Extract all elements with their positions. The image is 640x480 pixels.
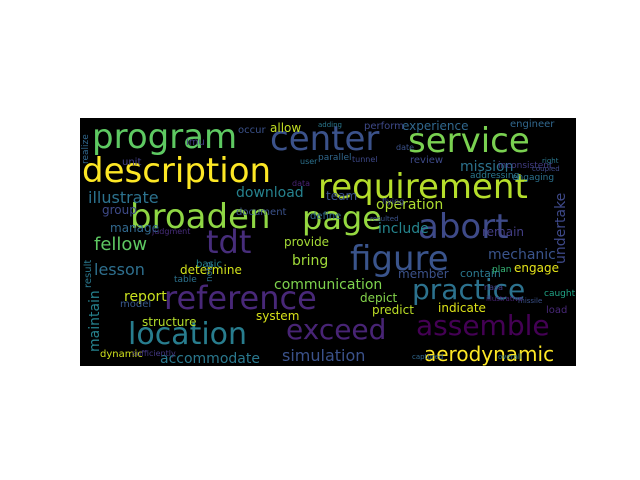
word-engage: engage bbox=[514, 261, 559, 275]
word-note: note bbox=[205, 261, 215, 282]
word-exceed: exceed bbox=[286, 313, 387, 346]
word-accommodate: accommodate bbox=[160, 351, 260, 366]
word-missile: missile bbox=[518, 297, 543, 305]
word-review: review bbox=[410, 155, 444, 166]
word-engineer: engineer bbox=[510, 119, 555, 130]
word-reference: reference bbox=[164, 279, 317, 317]
word-basic: basic bbox=[196, 259, 222, 270]
word-communication: communication bbox=[274, 277, 383, 293]
word-practice: practice bbox=[412, 273, 526, 306]
word-group: group bbox=[102, 203, 137, 217]
word-requirement: requirement bbox=[318, 167, 528, 207]
word-addressing: addressing bbox=[470, 171, 520, 181]
word-center: center bbox=[270, 119, 380, 159]
word-user: user bbox=[300, 157, 318, 166]
word-determine: determine bbox=[180, 263, 242, 277]
word-load: load bbox=[546, 305, 568, 316]
word-adding: adding bbox=[318, 121, 343, 129]
word-imu: imu bbox=[186, 137, 205, 148]
word-abort: abort bbox=[418, 207, 509, 247]
word-unit: unit bbox=[122, 157, 142, 168]
word-perform: perform bbox=[364, 121, 404, 132]
word-parallel: parallel bbox=[318, 153, 352, 163]
word-captured: captured bbox=[412, 353, 444, 361]
word-tunnel: tunnel bbox=[352, 155, 378, 164]
word-provide: provide bbox=[284, 235, 330, 249]
word-bring: bring bbox=[292, 253, 329, 269]
word-operation: operation bbox=[376, 197, 444, 213]
word-coupled: coupled bbox=[532, 165, 560, 173]
word-table: table bbox=[174, 275, 197, 285]
word-location: location bbox=[128, 317, 248, 352]
word-indicate: indicate bbox=[438, 301, 486, 315]
word-contain: contain bbox=[460, 267, 501, 280]
word-data: data bbox=[292, 179, 311, 188]
word-depict: depict bbox=[360, 291, 398, 305]
word-manage: manage bbox=[110, 221, 160, 235]
word-simulation: simulation bbox=[282, 346, 366, 365]
word-define: define bbox=[310, 211, 342, 222]
word-judgment: judgment bbox=[152, 227, 191, 236]
word-structure: structure bbox=[142, 315, 197, 329]
word-mission: mission bbox=[460, 159, 514, 175]
word-occur: occur bbox=[238, 125, 266, 136]
word-service: service bbox=[408, 121, 530, 161]
word-inconsistent: inconsistent bbox=[498, 161, 553, 171]
word-dynamic: dynamic bbox=[100, 349, 143, 360]
word-system: system bbox=[256, 309, 300, 323]
word-overall: overall bbox=[498, 353, 522, 361]
word-team: team bbox=[326, 189, 358, 203]
word-download: download bbox=[236, 185, 304, 201]
word-model: model bbox=[120, 299, 152, 310]
word-remain: remain bbox=[482, 225, 525, 239]
word-description: description bbox=[82, 151, 272, 191]
word-sufficiently: sufficiently bbox=[132, 349, 176, 358]
word-date: date bbox=[396, 143, 415, 152]
word-undertake: undertake bbox=[553, 192, 569, 264]
word-predict: predict bbox=[372, 303, 414, 317]
word-include: include bbox=[378, 221, 429, 237]
word-experience: experience bbox=[402, 119, 469, 133]
word-resulted: resulted bbox=[370, 215, 399, 223]
word-broaden: broaden bbox=[130, 197, 271, 237]
word-realize: realize bbox=[81, 134, 91, 164]
word-figure: figure bbox=[350, 239, 449, 279]
word-maintain: maintain bbox=[87, 290, 103, 352]
word-caught: caught bbox=[544, 289, 576, 299]
word-result: result bbox=[83, 259, 94, 288]
word-illustrative: illustrative bbox=[486, 295, 523, 303]
word-cloud: program center service description requireme… bbox=[80, 118, 576, 366]
word-page: page bbox=[302, 199, 382, 237]
word-illustrate: illustrate bbox=[88, 188, 159, 207]
word-plan: plan bbox=[492, 265, 512, 275]
word-lesson: lesson bbox=[94, 260, 145, 279]
word-engaging: engaging bbox=[512, 173, 555, 183]
word-mechanic: mechanic bbox=[488, 247, 556, 263]
word-nasa: nasa bbox=[484, 283, 504, 292]
word-assemble: assemble bbox=[416, 309, 550, 342]
word-tdt: tdt bbox=[206, 223, 252, 261]
word-allow: allow bbox=[270, 121, 302, 135]
word-document: document bbox=[236, 207, 287, 218]
word-right: right bbox=[542, 157, 559, 165]
word-flying: flying bbox=[382, 197, 405, 206]
word-report: report bbox=[124, 289, 167, 305]
word-member: member bbox=[398, 267, 449, 281]
word-program: program bbox=[92, 118, 238, 157]
word-fellow: fellow bbox=[94, 234, 148, 255]
word-aerodynamic: aerodynamic bbox=[424, 342, 555, 366]
